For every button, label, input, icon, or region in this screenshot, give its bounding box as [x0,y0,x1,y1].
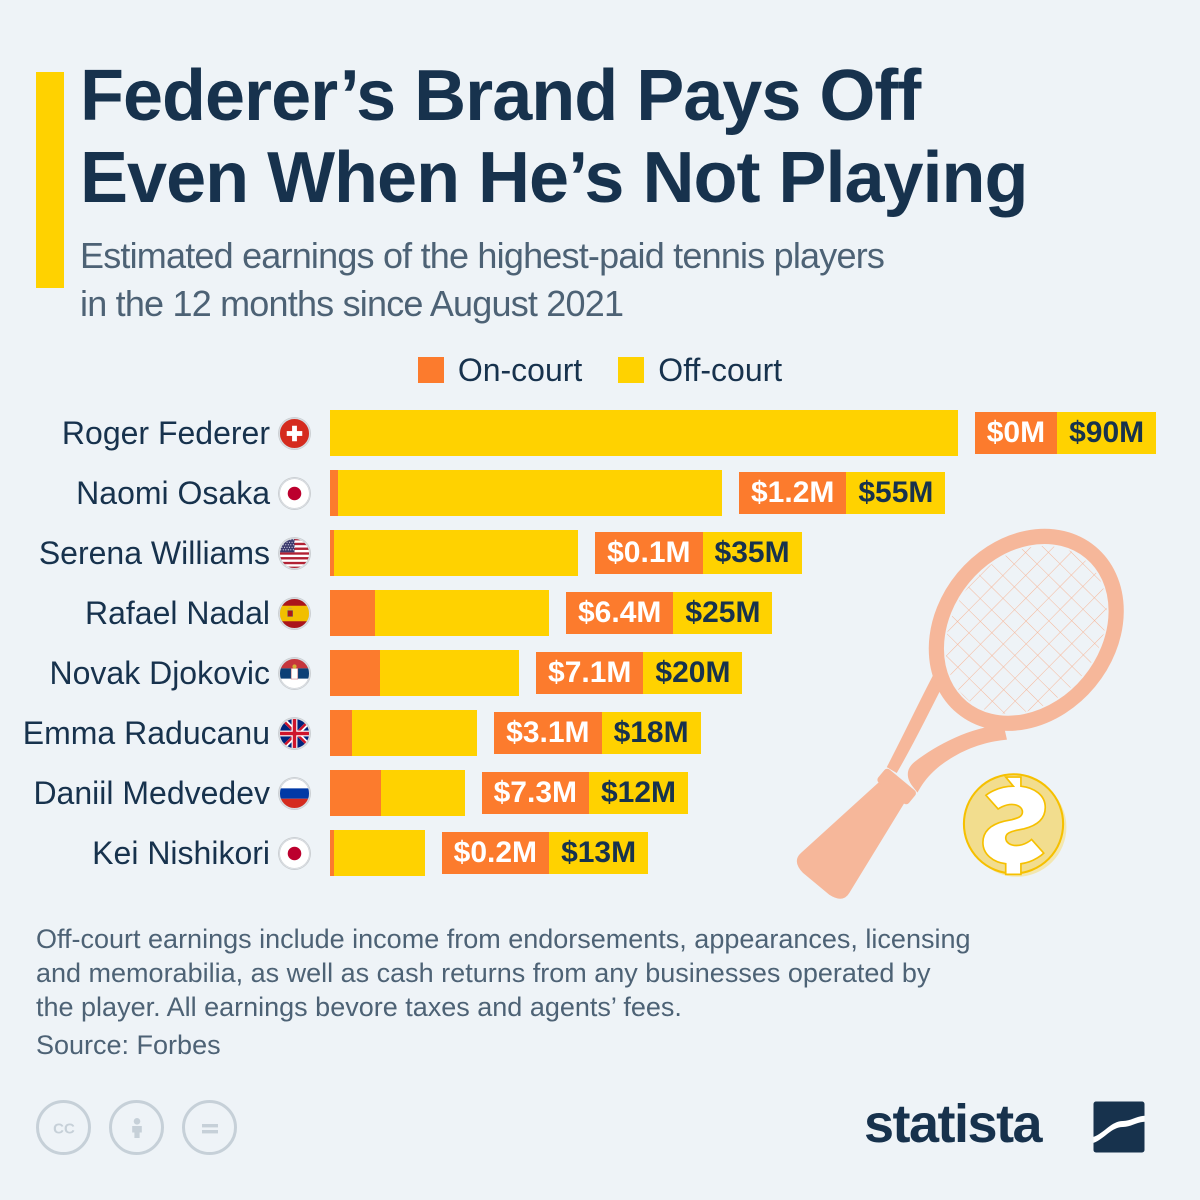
svg-text:statista: statista [864,1096,1044,1154]
svg-text:CC: CC [53,1120,75,1137]
